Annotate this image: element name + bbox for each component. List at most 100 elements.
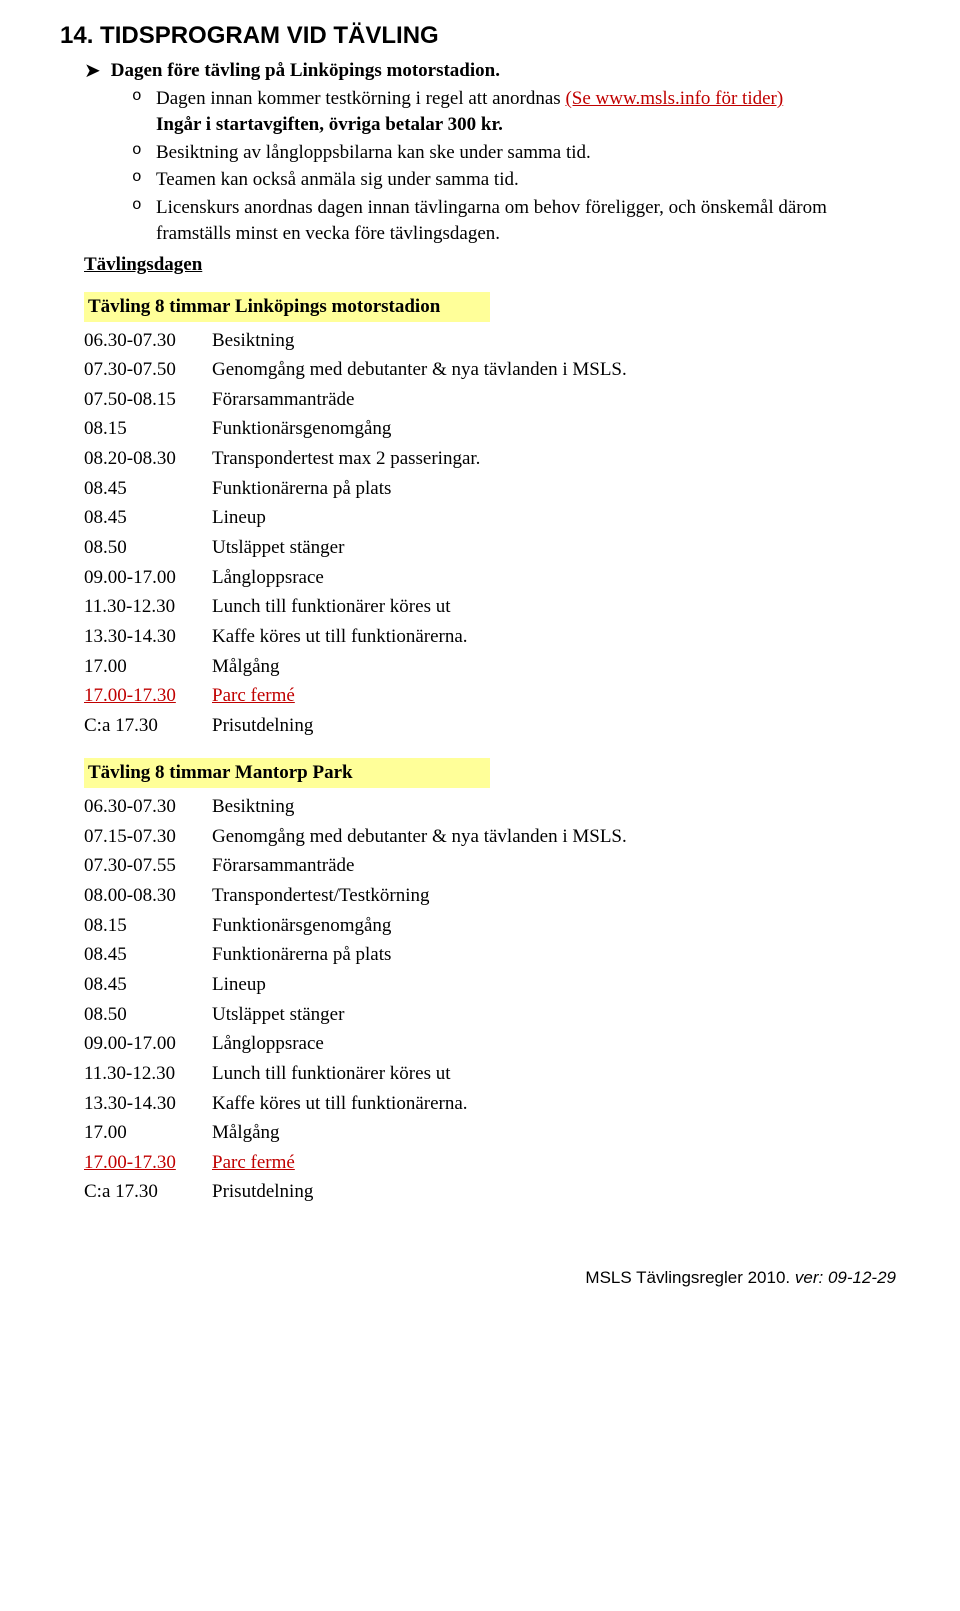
desc-cell: Kaffe köres ut till funktionärerna. <box>212 1089 635 1119</box>
desc-cell: Funktionärsgenomgång <box>212 414 635 444</box>
time-cell: C:a 17.30 <box>84 711 212 741</box>
table-row: 08.45Lineup <box>84 970 635 1000</box>
desc-cell: Utsläppet stänger <box>212 533 635 563</box>
bullet-text-post: Ingår i startavgiften, övriga betalar 30… <box>156 114 503 135</box>
table-row: 08.45Funktionärerna på plats <box>84 940 635 970</box>
table-row: 13.30-14.30Kaffe köres ut till funktionä… <box>84 622 635 652</box>
table-row: 08.45Lineup <box>84 503 635 533</box>
list-item: Besiktning av långloppsbilarna kan ske u… <box>132 140 900 166</box>
table-row: 09.00-17.00Långloppsrace <box>84 563 635 593</box>
time-cell: 09.00-17.00 <box>84 563 212 593</box>
time-cell: 13.30-14.30 <box>84 1089 212 1119</box>
bullet-text-pre: Dagen innan kommer testkörning i regel a… <box>156 88 565 109</box>
desc-cell: Prisutdelning <box>212 711 635 741</box>
schedule-table-1: 06.30-07.30Besiktning07.30-07.50Genomgån… <box>84 326 635 741</box>
table-row: 13.30-14.30Kaffe köres ut till funktionä… <box>84 1089 635 1119</box>
desc-cell: Besiktning <box>212 792 635 822</box>
time-cell: 11.30-12.30 <box>84 1059 212 1089</box>
link-tider[interactable]: (Se www.msls.info för tider) <box>565 88 783 109</box>
footer: MSLS Tävlingsregler 2010. ver: 09-12-29 <box>60 1267 900 1290</box>
table-row: 06.30-07.30Besiktning <box>84 792 635 822</box>
table-row: 08.50Utsläppet stänger <box>84 533 635 563</box>
time-cell: 08.50 <box>84 533 212 563</box>
table-row: 08.20-08.30Transpondertest max 2 passeri… <box>84 444 635 474</box>
time-cell: 07.50-08.15 <box>84 385 212 415</box>
table-row: 17.00Målgång <box>84 1118 635 1148</box>
bullet-text: Teamen kan också anmäla sig under samma … <box>156 169 519 190</box>
table-row: 08.15Funktionärsgenomgång <box>84 911 635 941</box>
time-cell: 08.20-08.30 <box>84 444 212 474</box>
section-title: TIDSPROGRAM VID TÄVLING <box>100 22 439 49</box>
time-cell: 08.15 <box>84 911 212 941</box>
time-cell: 06.30-07.30 <box>84 792 212 822</box>
arrow-text: Dagen före tävling på Linköpings motorst… <box>111 58 500 84</box>
desc-cell: Målgång <box>212 1118 635 1148</box>
desc-cell: Genomgång med debutanter & nya tävlanden… <box>212 355 635 385</box>
tavlingsdagen-label: Tävlingsdagen <box>84 252 900 278</box>
time-cell: 17.00 <box>84 1118 212 1148</box>
table-row: 17.00Målgång <box>84 652 635 682</box>
schedule-table-2: 06.30-07.30Besiktning07.15-07.30Genomgån… <box>84 792 635 1207</box>
bullet-list: Dagen innan kommer testkörning i regel a… <box>132 86 900 246</box>
desc-cell: Parc fermé <box>212 681 635 711</box>
table-row: 07.15-07.30Genomgång med debutanter & ny… <box>84 822 635 852</box>
desc-cell: Transpondertest/Testkörning <box>212 881 635 911</box>
time-cell: 08.45 <box>84 970 212 1000</box>
desc-cell: Förarsammanträde <box>212 851 635 881</box>
time-cell: 08.15 <box>84 414 212 444</box>
time-cell: 17.00 <box>84 652 212 682</box>
time-cell: 06.30-07.30 <box>84 326 212 356</box>
desc-cell: Lineup <box>212 970 635 1000</box>
table-row: 17.00-17.30Parc fermé <box>84 1148 635 1178</box>
desc-cell: Förarsammanträde <box>212 385 635 415</box>
time-cell: 08.00-08.30 <box>84 881 212 911</box>
time-cell: 17.00-17.30 <box>84 681 212 711</box>
time-cell: 07.30-07.50 <box>84 355 212 385</box>
desc-cell: Funktionärerna på plats <box>212 474 635 504</box>
arrow-icon: ➤ <box>84 58 101 84</box>
table-row: C:a 17.30Prisutdelning <box>84 1177 635 1207</box>
time-cell: 07.30-07.55 <box>84 851 212 881</box>
footer-ver: ver: 09-12-29 <box>790 1268 896 1287</box>
table-row: 07.30-07.50Genomgång med debutanter & ny… <box>84 355 635 385</box>
bullet-text: Licenskurs anordnas dagen innan tävlinga… <box>156 197 827 244</box>
time-cell: 08.45 <box>84 940 212 970</box>
time-cell: 09.00-17.00 <box>84 1029 212 1059</box>
table-row: 07.30-07.55Förarsammanträde <box>84 851 635 881</box>
table-row: 08.00-08.30Transpondertest/Testkörning <box>84 881 635 911</box>
desc-cell: Långloppsrace <box>212 1029 635 1059</box>
desc-cell: Lunch till funktionärer köres ut <box>212 592 635 622</box>
desc-cell: Lineup <box>212 503 635 533</box>
desc-cell: Transpondertest max 2 passeringar. <box>212 444 635 474</box>
table-row: 09.00-17.00Långloppsrace <box>84 1029 635 1059</box>
table-row: 06.30-07.30Besiktning <box>84 326 635 356</box>
desc-cell: Lunch till funktionärer köres ut <box>212 1059 635 1089</box>
table-row: 08.15Funktionärsgenomgång <box>84 414 635 444</box>
desc-cell: Långloppsrace <box>212 563 635 593</box>
desc-cell: Utsläppet stänger <box>212 1000 635 1030</box>
time-cell: 08.50 <box>84 1000 212 1030</box>
table1-title: Tävling 8 timmar Linköpings motorstadion <box>84 292 490 322</box>
time-cell: 13.30-14.30 <box>84 622 212 652</box>
section-number: 14. <box>60 22 93 49</box>
list-item: Teamen kan också anmäla sig under samma … <box>132 167 900 193</box>
footer-main: MSLS Tävlingsregler 2010. <box>585 1268 790 1287</box>
table-row: 08.45Funktionärerna på plats <box>84 474 635 504</box>
time-cell: 08.45 <box>84 474 212 504</box>
table-row: 11.30-12.30Lunch till funktionärer köres… <box>84 592 635 622</box>
table-row: 07.50-08.15Förarsammanträde <box>84 385 635 415</box>
table-row: 11.30-12.30Lunch till funktionärer köres… <box>84 1059 635 1089</box>
desc-cell: Parc fermé <box>212 1148 635 1178</box>
table-row: 08.50Utsläppet stänger <box>84 1000 635 1030</box>
desc-cell: Kaffe köres ut till funktionärerna. <box>212 622 635 652</box>
time-cell: 17.00-17.30 <box>84 1148 212 1178</box>
list-item: Dagen innan kommer testkörning i regel a… <box>132 86 900 137</box>
time-cell: 11.30-12.30 <box>84 592 212 622</box>
table-row: C:a 17.30Prisutdelning <box>84 711 635 741</box>
desc-cell: Genomgång med debutanter & nya tävlanden… <box>212 822 635 852</box>
list-item: Licenskurs anordnas dagen innan tävlinga… <box>132 195 900 246</box>
table2-title: Tävling 8 timmar Mantorp Park <box>84 758 490 788</box>
table-row: 17.00-17.30Parc fermé <box>84 681 635 711</box>
desc-cell: Funktionärerna på plats <box>212 940 635 970</box>
desc-cell: Besiktning <box>212 326 635 356</box>
